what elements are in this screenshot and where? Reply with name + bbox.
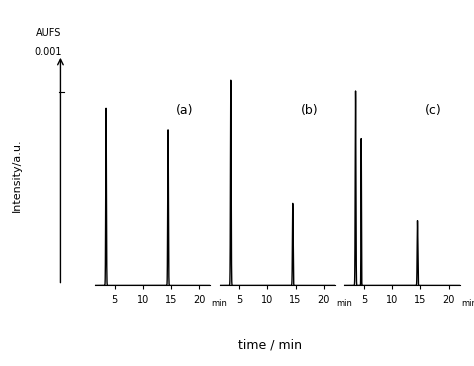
Text: min: min <box>211 299 228 308</box>
Text: min: min <box>461 299 474 308</box>
Text: (c): (c) <box>425 104 442 117</box>
Text: (a): (a) <box>176 104 193 117</box>
Text: Intensity/a.u.: Intensity/a.u. <box>11 139 22 213</box>
Text: (b): (b) <box>301 104 318 117</box>
Text: min: min <box>336 299 352 308</box>
Text: time / min: time / min <box>238 338 302 351</box>
Text: 0.001: 0.001 <box>34 47 62 57</box>
Text: AUFS: AUFS <box>36 29 61 38</box>
